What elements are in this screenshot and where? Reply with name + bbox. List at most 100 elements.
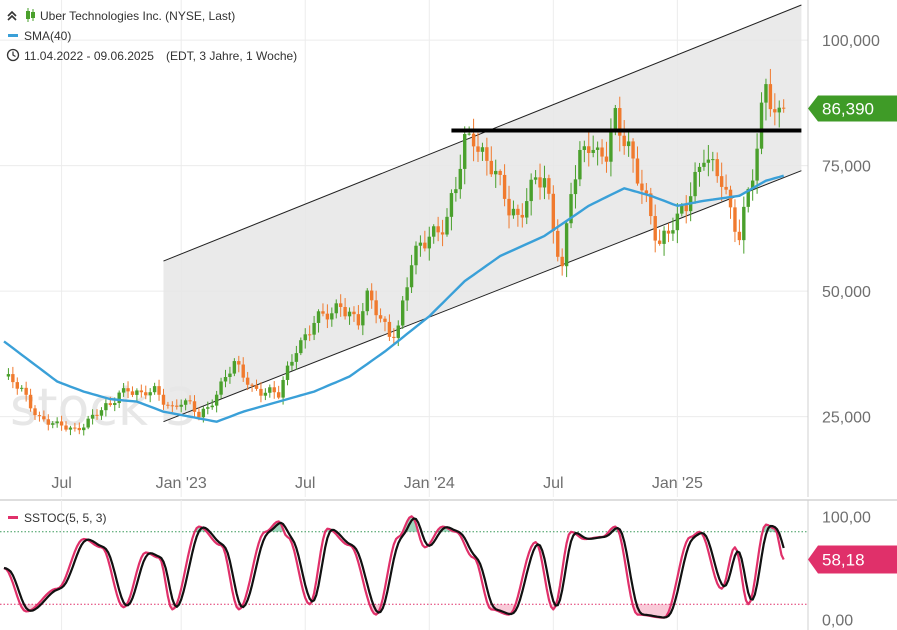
candle-body <box>82 427 86 431</box>
time-tick-label: Jan '24 <box>404 475 455 492</box>
candle-body <box>166 404 170 406</box>
candle-body <box>498 170 502 175</box>
candle-body <box>33 408 37 416</box>
candle-body <box>697 166 702 172</box>
candle-body <box>525 201 529 218</box>
candle-body <box>343 306 347 317</box>
legend-instrument: Uber Technologies Inc. (NYSE, Last) <box>40 9 235 23</box>
candle-body <box>463 134 467 169</box>
candle-body <box>591 149 595 153</box>
candle-body <box>631 141 635 159</box>
candle-body <box>609 131 613 162</box>
stochastic-overbought-fill <box>4 516 784 532</box>
candle-body <box>569 194 573 224</box>
price-axis-labels: 25,000 50,000 75,000 100,000 <box>822 33 880 427</box>
candle-body <box>126 388 130 392</box>
candle-body <box>188 400 192 402</box>
candle-body <box>228 373 232 378</box>
candle-body <box>175 405 179 407</box>
candle-body <box>51 423 55 425</box>
candle-body <box>737 231 742 241</box>
price-tick-label: 25,000 <box>822 410 871 427</box>
last-price-badge: 86,390 <box>808 95 897 122</box>
candle-body <box>86 418 90 428</box>
candle-body <box>214 394 219 406</box>
sma-40-line <box>3 174 785 423</box>
candle-body <box>467 133 471 135</box>
candle-body <box>640 183 644 191</box>
candle-body <box>542 178 547 188</box>
candle-body <box>6 374 11 377</box>
collapse-icon[interactable] <box>7 10 17 21</box>
candle-body <box>374 300 378 316</box>
candle-body <box>432 226 436 237</box>
candle-body <box>773 109 777 113</box>
candle-body <box>675 213 680 231</box>
candle-body <box>276 392 281 398</box>
candle-body <box>316 311 321 323</box>
candle-body <box>245 377 250 385</box>
candle-body <box>719 176 724 187</box>
candle-body <box>294 353 299 362</box>
candle-body <box>728 189 733 208</box>
candle-body <box>755 148 759 181</box>
candle-body <box>46 419 50 425</box>
candle-body <box>285 365 290 380</box>
candle-body <box>55 421 59 424</box>
candle-body <box>161 394 166 405</box>
candle-body <box>223 377 228 382</box>
candle-body <box>445 216 449 235</box>
candle-body <box>711 159 715 161</box>
candle-body <box>436 226 440 233</box>
stochastic-axis-labels: 0,00 100,00 <box>822 509 871 629</box>
candle-body <box>250 384 254 386</box>
candle-body <box>144 392 148 396</box>
candle-body <box>516 208 520 215</box>
candle-body <box>529 179 533 202</box>
candle-body <box>489 160 493 175</box>
trend-channel-upper-line <box>163 4 802 262</box>
stochastic-d-line <box>3 517 785 619</box>
candle-body <box>418 242 423 246</box>
candle-body <box>356 314 361 326</box>
candle-body <box>321 311 325 314</box>
candle-body <box>750 180 755 189</box>
candle-body <box>471 133 476 147</box>
candle-body <box>666 230 671 234</box>
candle-body <box>693 171 697 197</box>
trend-channel-lower-line <box>163 170 802 423</box>
stochastic-tick-label: 100,00 <box>822 509 871 526</box>
candle-body <box>635 158 640 184</box>
stochastic-grid <box>61 500 678 630</box>
candle-body <box>401 300 405 326</box>
trend-channel-fill <box>163 5 802 422</box>
time-tick-label: Jul <box>295 475 315 492</box>
candle-body <box>157 386 161 395</box>
candle-body <box>414 245 418 266</box>
candle-body <box>170 405 175 407</box>
candle-body <box>365 290 369 312</box>
candle-body <box>347 311 352 317</box>
candle-body <box>42 416 46 420</box>
stochastic-legend: SSTOC(5, 5, 3) <box>8 511 106 525</box>
candle-body <box>206 407 210 409</box>
candle-body <box>706 159 711 163</box>
candle-body <box>139 390 144 393</box>
candle-body <box>551 193 556 231</box>
candle-body <box>458 168 462 190</box>
time-tick-label: Jan '25 <box>652 475 703 492</box>
candle-body <box>392 336 396 338</box>
stochastic-last-value: 58,18 <box>822 551 865 570</box>
candle-body <box>454 189 458 194</box>
candle-body <box>653 216 657 241</box>
candle-body <box>387 321 392 337</box>
candle-body <box>533 177 538 180</box>
candle-body <box>121 388 126 393</box>
candle-body <box>20 387 24 389</box>
price-tick-label: 100,000 <box>822 33 880 50</box>
candle-body <box>538 177 542 188</box>
candle-body <box>396 325 400 338</box>
legend-date-range: 11.04.2022 - 09.06.2025 <box>24 49 154 63</box>
candle-body <box>197 411 201 418</box>
